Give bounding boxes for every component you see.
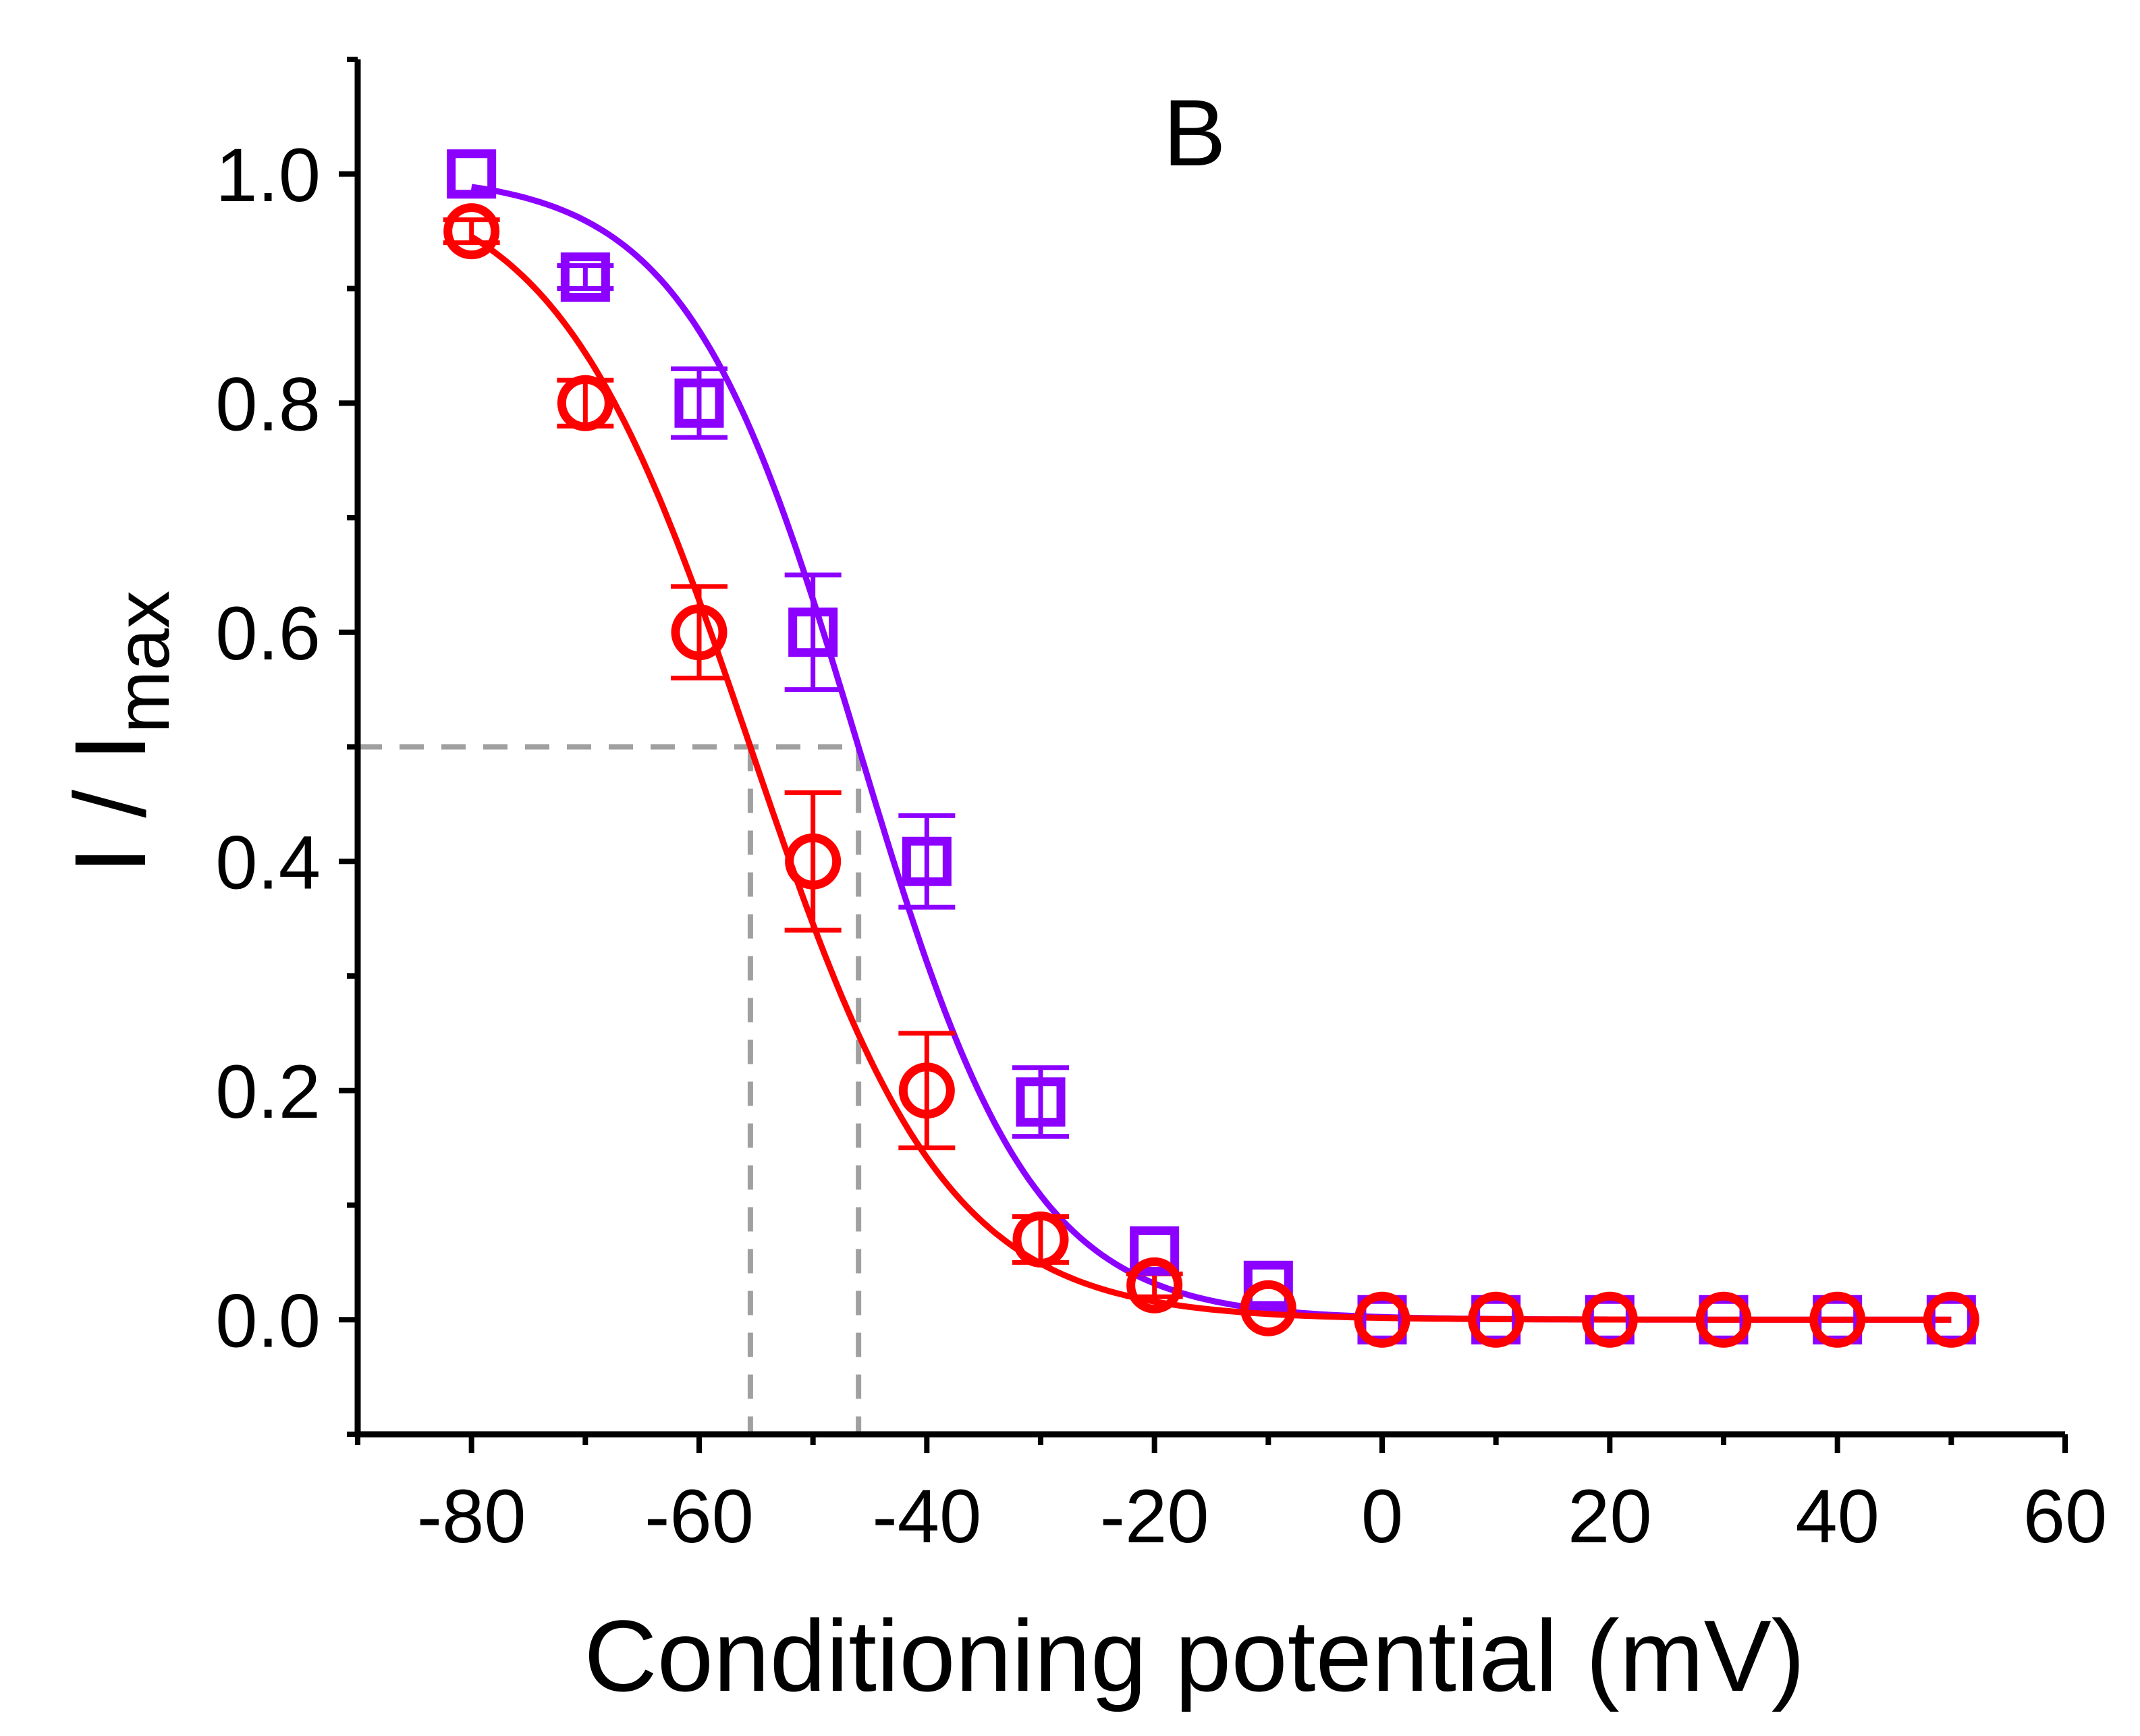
circle-marker <box>443 203 500 260</box>
half-max-reference-lines <box>358 744 862 1434</box>
error-bars <box>443 217 1183 1299</box>
x-axis-title: Conditioning potential (mV) <box>584 1599 1805 1712</box>
circle-marker <box>898 1062 955 1119</box>
y-axis-title: I / Imax <box>53 591 185 874</box>
circle-marker <box>1012 1211 1069 1268</box>
circle-marker <box>1354 1291 1410 1348</box>
squares-fit-curve <box>471 184 1952 1323</box>
y-tick-label: 0.4 <box>215 820 321 904</box>
circle-marker <box>1923 1291 1979 1348</box>
y-axis-title-main: I / I <box>53 734 167 874</box>
circle-marker <box>785 833 842 890</box>
y-tick-label: 0.0 <box>215 1278 321 1363</box>
panel-label: B <box>1163 80 1226 186</box>
circle-marker <box>557 375 613 431</box>
y-tick-label: 1.0 <box>215 133 321 217</box>
square-marker <box>788 607 838 657</box>
x-tick-label: 40 <box>1795 1474 1880 1558</box>
circle-marker <box>1468 1291 1525 1348</box>
circle-marker <box>1240 1280 1296 1336</box>
square-marker <box>1130 1226 1180 1276</box>
x-tick-label: 20 <box>1568 1474 1652 1558</box>
circles-fit-curve <box>470 234 1952 1323</box>
square-marker <box>1243 1260 1293 1310</box>
y-tick-label: 0.2 <box>215 1050 321 1134</box>
square-marker <box>674 378 724 428</box>
x-tick-label: 0 <box>1361 1474 1403 1558</box>
data-markers <box>443 149 1979 1348</box>
y-tick-label: 0.6 <box>215 591 321 676</box>
tick-labels: -80 -60 -40 -20 0 20 40 60 0.0 0.2 0.4 0.6 0.8 1.0 <box>215 133 2107 1558</box>
square-marker <box>1016 1077 1066 1127</box>
x-tick-label: -40 <box>872 1474 981 1558</box>
square-marker <box>902 836 952 886</box>
square-marker <box>560 252 610 302</box>
square-marker <box>447 149 497 199</box>
x-tick-label: -80 <box>417 1474 526 1558</box>
y-tick-label: 0.8 <box>215 362 321 446</box>
circle-marker <box>1809 1291 1866 1348</box>
circle-marker <box>1695 1291 1752 1348</box>
axes <box>339 57 2068 1453</box>
circle-marker <box>1126 1257 1183 1313</box>
circle-marker <box>1581 1291 1638 1348</box>
circle-marker <box>671 604 728 661</box>
fit-curves <box>470 184 1952 1323</box>
x-tick-label: -60 <box>644 1474 754 1558</box>
y-axis-title-subscript: max <box>101 591 185 734</box>
x-tick-label: 60 <box>2023 1474 2108 1558</box>
x-tick-label: -20 <box>1100 1474 1209 1558</box>
